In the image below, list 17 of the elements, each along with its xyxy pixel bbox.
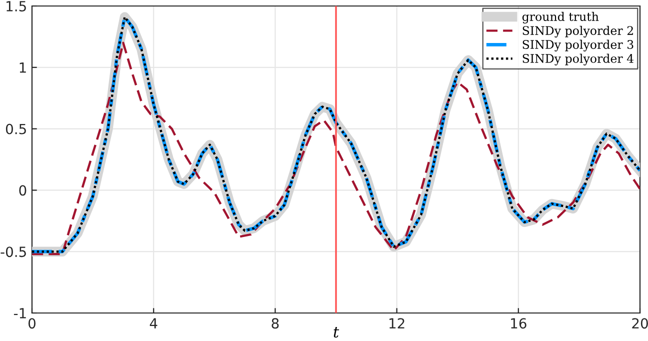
- x-tick-label: 0: [28, 318, 36, 329]
- x-axis-title: t: [334, 326, 340, 338]
- y-tick-label: -1: [14, 308, 26, 318]
- x-tick-label: 12: [389, 318, 404, 328]
- x-tick-label: 8: [272, 318, 279, 329]
- y-tick-label: 1: [20, 62, 26, 73]
- y-tick-label: 1.5: [6, 1, 26, 12]
- y-tick-label: 0: [19, 185, 26, 196]
- x-tick-label: 20: [632, 318, 648, 329]
- legend-label: SINDy polyorder 2: [522, 26, 633, 38]
- x-tick-label: 16: [511, 318, 526, 329]
- legend-label: SINDy polyorder 3: [522, 40, 634, 52]
- x-tick-label: 4: [150, 318, 158, 328]
- legend-label: ground truth: [522, 12, 599, 24]
- legend-label: SINDy polyorder 4: [522, 54, 634, 66]
- y-tick-label: 0.5: [6, 124, 26, 134]
- y-tick-label: -0.5: [0, 246, 26, 258]
